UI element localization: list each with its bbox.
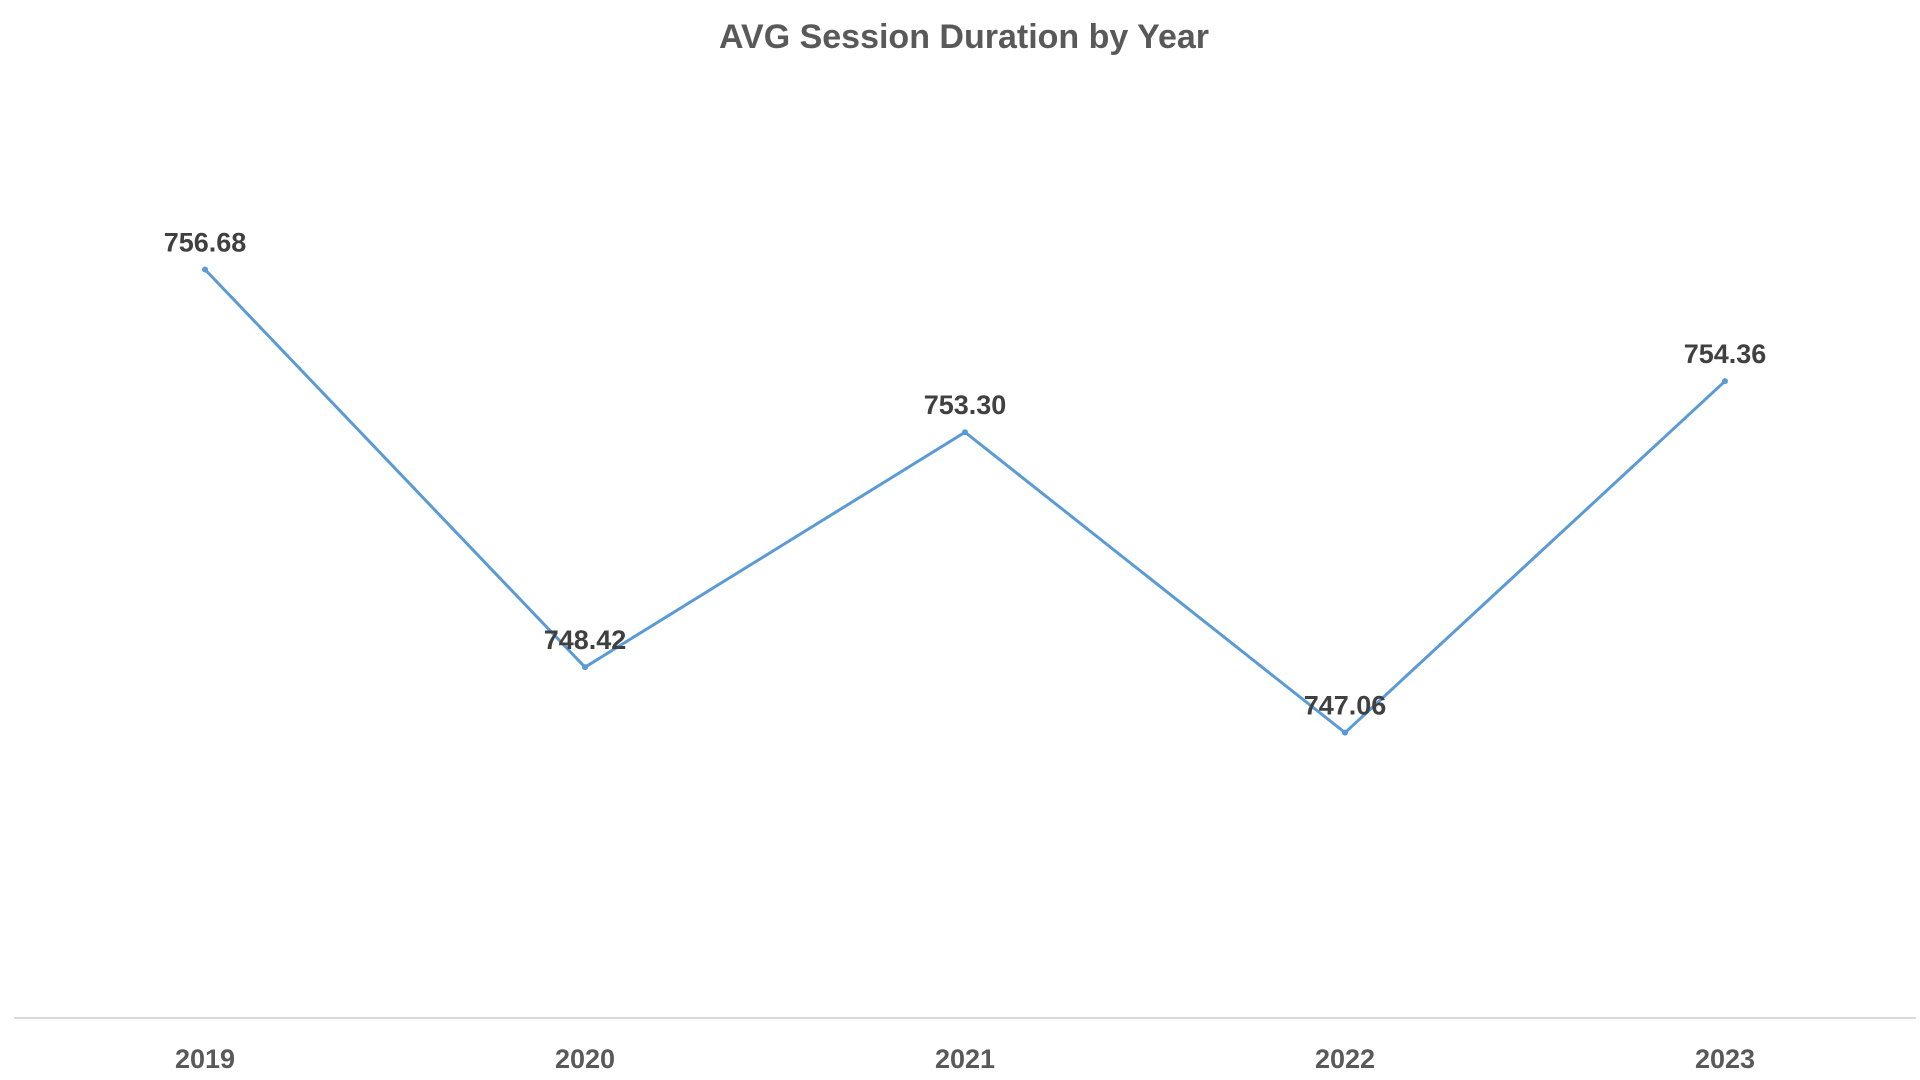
data-point-2022 (1342, 729, 1348, 736)
data-label-2021: 753.30 (924, 390, 1007, 420)
data-label-2019: 756.68 (164, 227, 247, 257)
data-label-2020: 748.42 (544, 625, 627, 655)
data-point-2023 (1722, 378, 1728, 385)
series-line (203, 268, 1727, 735)
x-axis-ticks: 2019 2020 2021 2022 2023 (175, 1044, 1755, 1074)
x-tick-label-2023: 2023 (1695, 1044, 1755, 1074)
x-tick-label-2020: 2020 (555, 1044, 615, 1074)
data-point-2021 (962, 429, 968, 436)
data-label-2022: 747.06 (1304, 691, 1387, 721)
data-point-2019 (202, 266, 208, 273)
data-label-2023: 754.36 (1684, 339, 1767, 369)
data-labels-group: 756.68 748.42 753.30 747.06 754.36 (164, 227, 1767, 720)
x-tick-label-2022: 2022 (1315, 1044, 1375, 1074)
x-tick-label-2021: 2021 (935, 1044, 995, 1074)
chart-title: AVG Session Duration by Year (719, 18, 1209, 56)
series-group (202, 266, 1728, 736)
x-tick-label-2019: 2019 (175, 1044, 235, 1074)
data-point-2020 (582, 664, 588, 671)
